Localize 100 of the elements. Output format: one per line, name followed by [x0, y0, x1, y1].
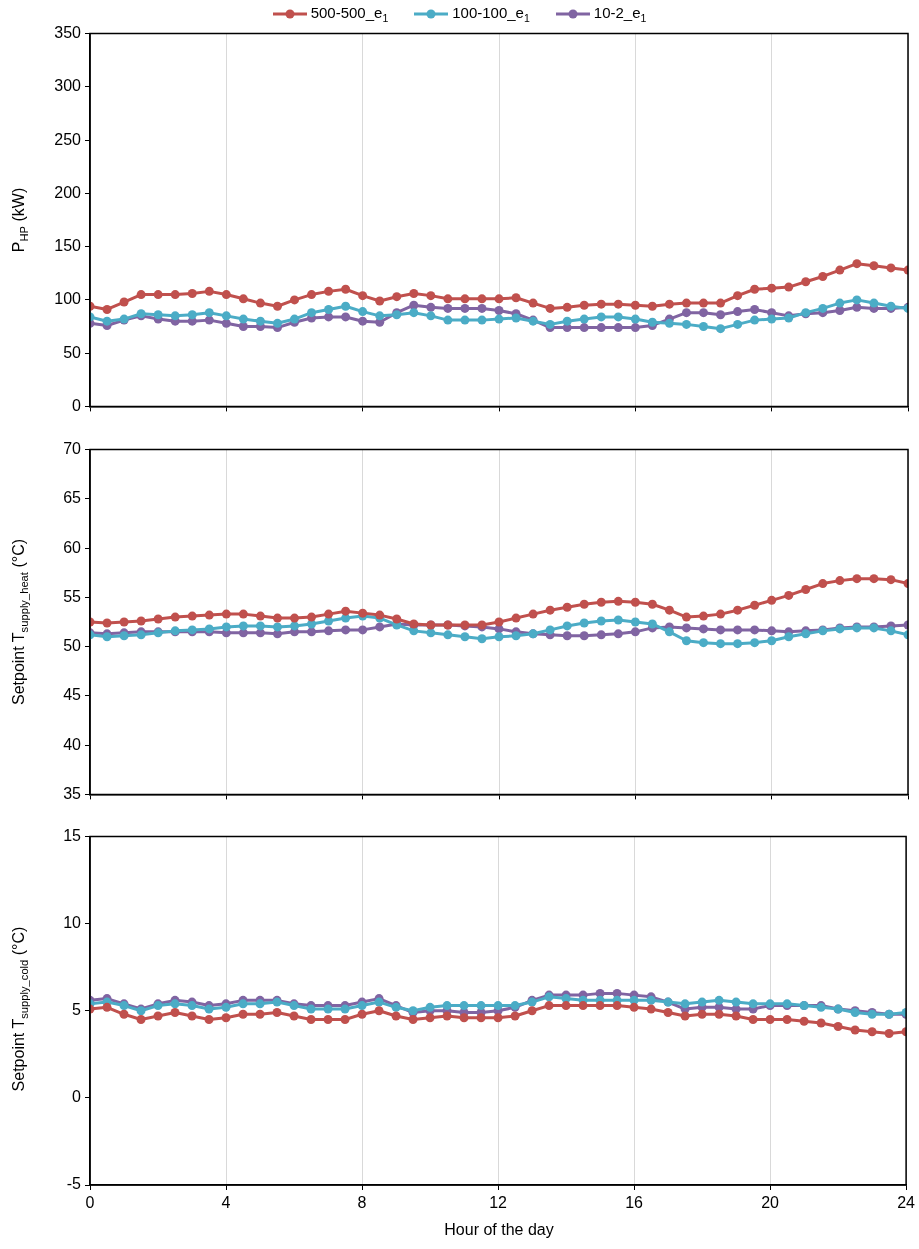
point [681, 319, 691, 329]
point [221, 622, 231, 632]
point [596, 299, 606, 309]
point [255, 298, 265, 308]
point [681, 612, 691, 622]
y-tick-label: 150 [54, 237, 82, 255]
point [221, 290, 231, 300]
point [835, 298, 845, 308]
point [187, 1011, 197, 1021]
point [562, 621, 572, 631]
point [221, 311, 231, 321]
point [204, 610, 214, 620]
point [340, 1015, 350, 1025]
point [681, 298, 691, 308]
y-tick-label: 350 [54, 24, 82, 42]
point [801, 277, 811, 287]
point [460, 303, 470, 313]
point [119, 617, 129, 627]
y-tick-label: -5 [66, 1175, 82, 1193]
y-tick-label: 40 [63, 735, 82, 753]
point [238, 609, 248, 619]
point [238, 1009, 248, 1019]
x-axis-title: Hour of the day [444, 1221, 554, 1239]
legend-label: 10-2_e$_{1}$ [593, 4, 647, 24]
point [562, 602, 572, 612]
point [852, 295, 862, 305]
point [613, 596, 623, 606]
legend-label: 500-500_e$_{1}$ [310, 4, 389, 24]
point [716, 639, 726, 649]
point [238, 294, 248, 304]
point [324, 286, 334, 296]
point [646, 1004, 656, 1014]
point [716, 298, 726, 308]
y-tick-label: 0 [72, 1088, 82, 1106]
point [579, 300, 589, 310]
point [852, 259, 862, 269]
point [187, 611, 197, 621]
point [426, 628, 436, 638]
point [187, 1001, 197, 1011]
x-tick-label: 4 [221, 1194, 231, 1212]
point [170, 1008, 180, 1018]
point [238, 999, 248, 1009]
point [630, 617, 640, 627]
point [443, 315, 453, 325]
y-tick-label: 50 [63, 343, 82, 361]
point [699, 638, 708, 648]
point [408, 1015, 418, 1025]
point [443, 294, 453, 304]
point [341, 606, 351, 616]
point [562, 316, 572, 326]
point [204, 286, 214, 296]
point [596, 323, 606, 333]
point [579, 323, 589, 333]
point [750, 304, 760, 314]
point [733, 307, 743, 317]
point [528, 298, 538, 308]
legend-label: 100-100_e$_{1}$ [452, 4, 530, 24]
point [221, 1013, 231, 1023]
point [527, 1006, 537, 1016]
point [733, 291, 743, 301]
point [459, 1001, 469, 1011]
point [357, 1009, 367, 1019]
x-tick-label: 12 [489, 1194, 508, 1212]
point [664, 605, 674, 615]
point [716, 625, 726, 635]
point [119, 1009, 129, 1019]
point [544, 1001, 554, 1011]
point [341, 312, 351, 322]
point [545, 303, 555, 313]
x-tick-label: 20 [761, 1194, 780, 1212]
point [579, 631, 589, 641]
y-tick-label: 45 [63, 686, 82, 704]
x-tick-label: 16 [625, 1194, 644, 1212]
y-tick-label: 35 [63, 784, 82, 802]
point [341, 625, 351, 635]
point [714, 1009, 724, 1019]
point [886, 626, 896, 636]
point [221, 609, 231, 619]
point [460, 315, 470, 325]
point [784, 632, 794, 642]
point [255, 611, 265, 621]
point [170, 290, 180, 300]
point [852, 302, 862, 312]
point [664, 318, 674, 328]
point [784, 282, 794, 292]
point [630, 323, 640, 333]
point [307, 290, 317, 300]
point [170, 311, 180, 321]
point [272, 622, 282, 632]
point [767, 314, 777, 324]
point [680, 999, 690, 1009]
point [850, 1025, 860, 1035]
point [613, 312, 623, 322]
point [681, 308, 691, 318]
point [886, 575, 896, 585]
point [272, 613, 282, 623]
point [255, 999, 265, 1009]
point [102, 618, 112, 628]
point [443, 303, 453, 313]
point [511, 631, 521, 641]
